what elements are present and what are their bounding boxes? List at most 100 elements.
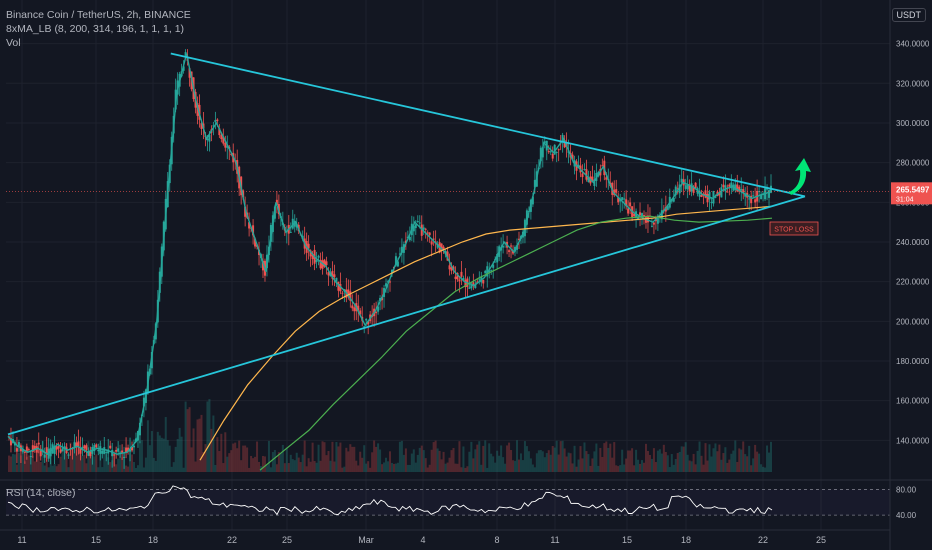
- candle-body: [656, 215, 659, 224]
- candle-body: [224, 142, 227, 148]
- candle-body: [325, 261, 328, 266]
- volume-bar: [432, 442, 435, 472]
- volume-bar: [738, 448, 741, 472]
- volume-bar: [150, 431, 153, 472]
- candle-body: [496, 254, 499, 263]
- volume-bar: [750, 465, 753, 472]
- volume-bar: [742, 441, 745, 472]
- volume-bar: [740, 449, 743, 472]
- volume-bar: [726, 462, 729, 472]
- volume-bar: [456, 463, 459, 472]
- volume-bar: [605, 441, 608, 472]
- rsi-band: [6, 489, 890, 516]
- volume-bar: [331, 441, 334, 472]
- candle-body: [488, 270, 491, 273]
- candle-body: [377, 306, 380, 312]
- candle-body: [748, 198, 751, 200]
- candle-body: [87, 451, 90, 456]
- volume-bar: [450, 450, 453, 472]
- candle-body: [688, 185, 691, 192]
- volume-bar: [236, 448, 239, 472]
- candle-body: [25, 446, 28, 453]
- rsi-label: RSI (14, close): [6, 487, 76, 499]
- candle-body: [45, 447, 48, 455]
- candle-body: [492, 264, 495, 268]
- volume-bar: [339, 442, 342, 472]
- candle-body: [758, 191, 761, 193]
- volume-bar: [736, 461, 739, 472]
- candle-body: [212, 125, 215, 127]
- volume-bar: [168, 445, 171, 472]
- candle-body: [571, 154, 574, 160]
- candle-body: [131, 446, 134, 451]
- candle-body: [458, 279, 461, 282]
- candle-body: [591, 176, 594, 182]
- volume-bar: [164, 417, 167, 472]
- x-tick-label: 15: [622, 535, 632, 545]
- volume-bar: [583, 442, 586, 472]
- candle-body: [698, 190, 701, 197]
- volume-bar: [202, 451, 205, 472]
- volume-bar: [220, 433, 223, 472]
- candle-body: [531, 196, 534, 205]
- volume-bar: [478, 441, 481, 472]
- candle-body: [490, 270, 493, 272]
- currency-badge[interactable]: USDT: [891, 8, 926, 22]
- volume-bar: [643, 462, 646, 472]
- candle-body: [706, 193, 709, 203]
- grid: [6, 0, 890, 530]
- volume-bar: [529, 458, 532, 472]
- candle-body: [533, 179, 536, 188]
- candle-body: [351, 305, 354, 309]
- volume-bar: [256, 441, 259, 472]
- candle-body: [389, 281, 391, 283]
- candle-body: [601, 165, 604, 167]
- volume-bar: [345, 447, 348, 472]
- volume-bar: [625, 458, 628, 472]
- volume-bar: [355, 460, 358, 472]
- candle-body: [700, 194, 703, 198]
- candle-body: [327, 272, 330, 276]
- volume-bar: [621, 449, 624, 472]
- candle-body: [107, 449, 110, 454]
- volume-bar: [514, 460, 517, 472]
- candle-body: [15, 448, 18, 452]
- volume-bar: [319, 460, 322, 472]
- volume-bar: [79, 449, 82, 472]
- volume-bar: [639, 463, 642, 472]
- volume-bar: [543, 457, 546, 472]
- candle-body: [317, 255, 320, 258]
- volume-bar: [7, 455, 10, 472]
- volume-bar: [206, 401, 209, 472]
- candle-body: [430, 241, 433, 245]
- volume-bar: [474, 449, 477, 472]
- candle-body: [357, 305, 360, 311]
- volume-bar: [337, 446, 340, 472]
- volume-bar: [263, 456, 266, 472]
- volume-bar: [700, 455, 703, 472]
- volume-bar: [174, 446, 177, 472]
- volume-bar: [662, 444, 665, 472]
- candle-body: [623, 198, 626, 200]
- candle-body: [722, 184, 725, 188]
- x-tick-label: 18: [148, 535, 158, 545]
- volume-bar: [573, 445, 576, 472]
- volume-bar: [244, 445, 247, 472]
- legend: Binance Coin / TetherUS, 2h, BINANCE 8xM…: [6, 8, 191, 50]
- volume-bar: [101, 467, 104, 472]
- volume-bar: [73, 440, 76, 472]
- volume-label: Vol: [6, 37, 21, 49]
- volume-bar: [103, 452, 106, 472]
- candle-body: [43, 454, 46, 458]
- volume-bar: [55, 466, 58, 472]
- volume-bar: [85, 463, 88, 472]
- volume-bar: [664, 451, 667, 472]
- volume-bar: [291, 459, 294, 472]
- candle-body: [412, 225, 415, 232]
- volume-bar: [39, 461, 42, 472]
- volume-bar: [416, 454, 419, 472]
- candle-body: [428, 232, 431, 236]
- candle-body: [728, 184, 731, 187]
- candle-body: [115, 449, 118, 452]
